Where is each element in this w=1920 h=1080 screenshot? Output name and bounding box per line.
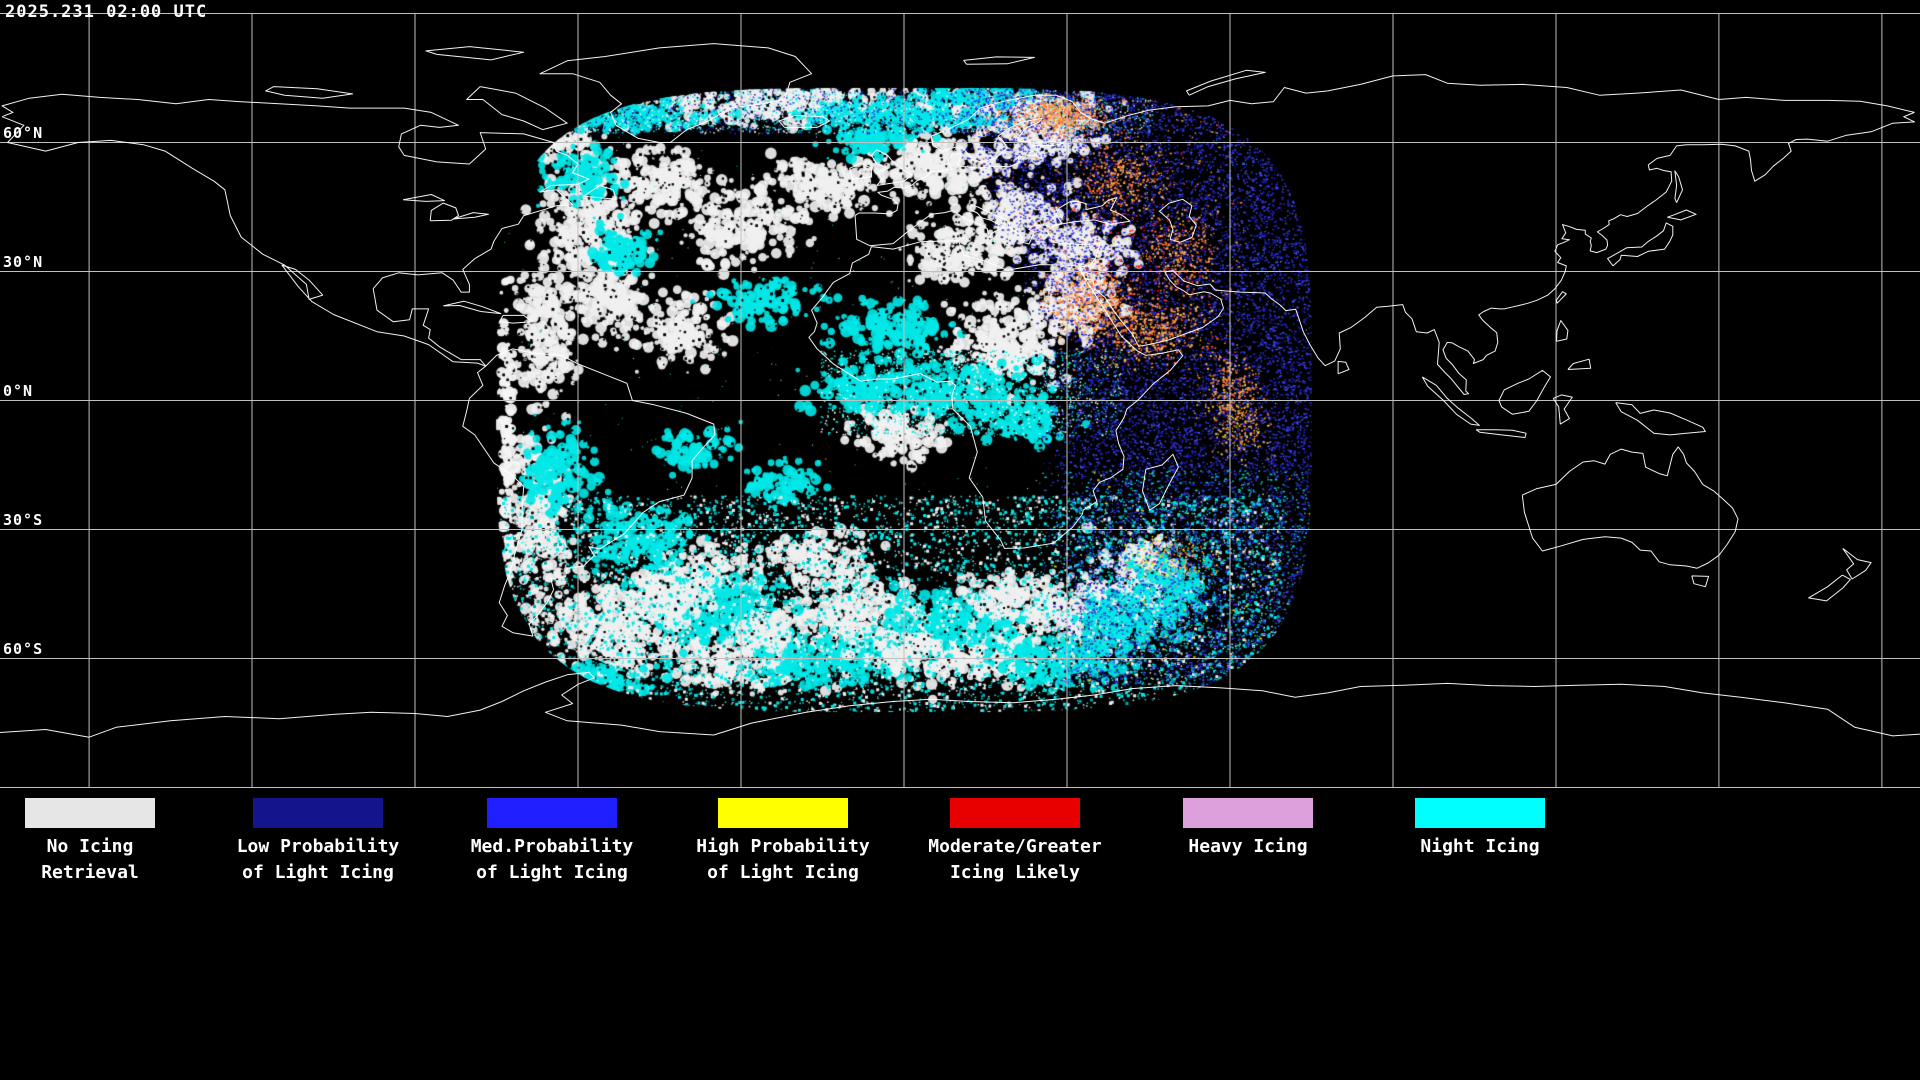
legend-label-line1: No Icing (46, 836, 134, 857)
coastline (403, 194, 445, 202)
lat-label-0n: 0°N (3, 382, 34, 400)
coastline (466, 86, 568, 131)
legend: No Icing Retrieval Low Probability of Li… (0, 790, 1920, 1080)
legend-item-med-prob: Med.Probability of Light Icing (471, 798, 633, 898)
coastline (1691, 575, 1710, 588)
legend-swatch-high-prob (718, 798, 848, 828)
legend-swatch-moderate-greater (950, 798, 1080, 828)
legend-label-med-prob: Med.Probability of Light Icing (432, 834, 672, 886)
coastline (849, 162, 872, 180)
legend-label-night: Night Icing (1360, 834, 1600, 860)
timestamp-label: 2025.231 02:00 UTC (5, 2, 208, 22)
legend-label-line1: Low Probability (236, 836, 400, 857)
coastline (583, 185, 617, 200)
legend-label-line2: Retrieval (41, 862, 139, 883)
coastline (425, 46, 525, 61)
legend-item-night: Night Icing (1415, 798, 1545, 898)
lat-label-30s: 30°S (3, 511, 44, 529)
coastline (462, 348, 716, 637)
coastline (443, 300, 502, 315)
legend-label-line1: Night Icing (1420, 836, 1540, 857)
coastline (265, 86, 354, 99)
legend-label-line1: Moderate/Greater (928, 836, 1102, 857)
legend-label-moderate-greater: Moderate/Greater Icing Likely (895, 834, 1135, 886)
coastline (499, 314, 533, 324)
coastline (1556, 320, 1569, 342)
coastline (1421, 376, 1480, 426)
legend-label-high-prob: High Probability of Light Icing (663, 834, 903, 886)
coastline (1142, 453, 1179, 511)
legend-label-line1: Med.Probability (470, 836, 634, 857)
legend-label-line1: Heavy Icing (1188, 836, 1308, 857)
coastline (1521, 446, 1739, 569)
coastline (539, 43, 813, 143)
legend-item-high-prob: High Probability of Light Icing (696, 798, 870, 898)
legend-label-line2: of Light Icing (476, 862, 628, 883)
legend-swatch-heavy (1183, 798, 1313, 828)
legend-item-low-prob: Low Probability of Light Icing (237, 798, 399, 898)
coastline (963, 56, 1035, 65)
coastline (1607, 222, 1674, 267)
legend-swatch-med-prob (487, 798, 617, 828)
coastline (1498, 369, 1551, 415)
coastline (1842, 548, 1872, 580)
coastline (1567, 358, 1592, 370)
legend-label-line2: Icing Likely (949, 862, 1081, 883)
coastline (1552, 394, 1573, 425)
legend-item-heavy: Heavy Icing (1183, 798, 1313, 898)
coastline (1674, 170, 1683, 203)
coastline (1615, 402, 1706, 436)
legend-item-no-icing: No Icing Retrieval (25, 798, 155, 898)
legend-label-line2: of Light Icing (707, 862, 859, 883)
lat-label-60s: 60°S (3, 640, 44, 658)
coastline (1475, 429, 1527, 438)
lat-label-60n: 60°N (3, 124, 44, 142)
graticule-coastline-layer (0, 13, 1920, 788)
coastline (1667, 209, 1697, 221)
coastline (870, 149, 913, 186)
legend-label-low-prob: Low Probability of Light Icing (198, 834, 438, 886)
coastline (0, 671, 1920, 738)
legend-item-moderate-greater: Moderate/Greater Icing Likely (928, 798, 1102, 898)
coastline (1, 93, 590, 367)
coastline (1186, 69, 1266, 96)
legend-label-heavy: Heavy Icing (1128, 834, 1368, 860)
coastline (808, 240, 1184, 549)
coastline (1080, 111, 1915, 395)
coastline (429, 202, 459, 222)
coastline (1337, 360, 1350, 375)
coastline (1159, 198, 1197, 243)
legend-swatch-low-prob (253, 798, 383, 828)
legend-swatch-no-icing (25, 798, 155, 828)
coastline (778, 114, 831, 128)
lat-label-30n: 30°N (3, 253, 44, 271)
coastline (452, 212, 489, 220)
coastline (854, 74, 1915, 217)
coastline (1808, 574, 1851, 602)
legend-label-line1: High Probability (696, 836, 870, 857)
legend-swatch-night (1415, 798, 1545, 828)
legend-label-line2: of Light Icing (242, 862, 394, 883)
coastline (854, 197, 1131, 273)
coastline (1556, 291, 1567, 304)
legend-label-no-icing: No Icing Retrieval (0, 834, 210, 886)
map-area: 2025.231 02:00 UTC 60°N 30°N 0°N 30°S 60… (0, 0, 1920, 790)
